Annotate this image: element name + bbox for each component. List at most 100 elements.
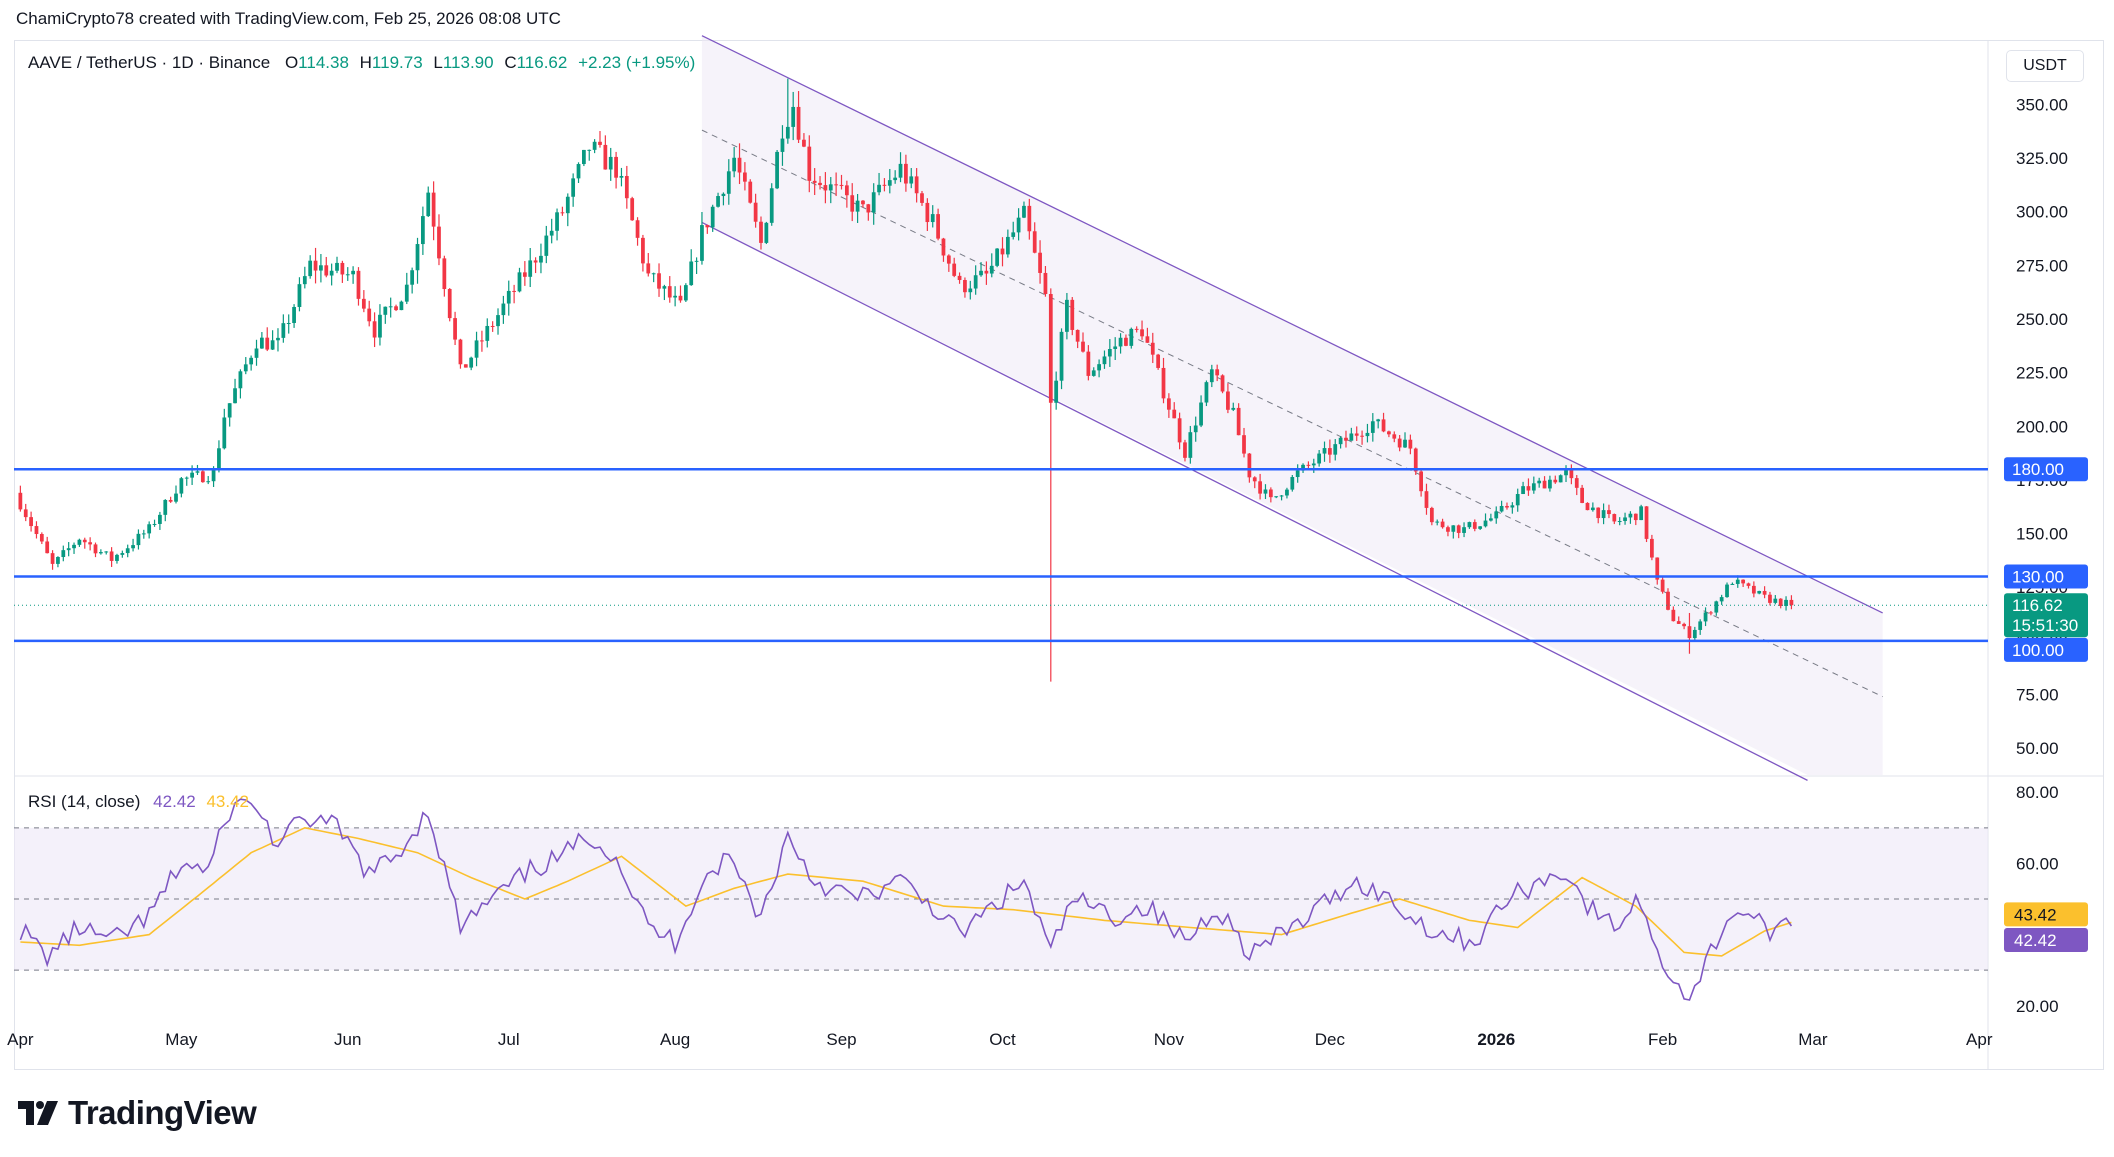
rsi-tick-label: 20.00 xyxy=(2016,997,2059,1016)
candle-body xyxy=(753,202,758,222)
candle xyxy=(522,261,527,286)
candle-body xyxy=(1456,525,1461,533)
candle xyxy=(512,284,516,304)
candle xyxy=(1660,577,1665,594)
candle xyxy=(716,192,720,208)
candle-body xyxy=(367,308,372,322)
candle xyxy=(1446,525,1450,537)
candle-body xyxy=(1172,409,1177,419)
candle-body xyxy=(1048,294,1053,403)
candle xyxy=(834,172,839,197)
candle-body xyxy=(1660,579,1665,592)
candle-body xyxy=(383,306,388,315)
candle xyxy=(313,247,318,284)
candle-body xyxy=(1515,494,1520,506)
rsi-line xyxy=(19,798,1793,1001)
candle-body xyxy=(82,539,87,543)
candle-body xyxy=(1370,421,1375,433)
candle-body xyxy=(1193,425,1198,433)
candle xyxy=(265,327,270,352)
open-value: 114.38 xyxy=(298,53,349,72)
currency-unit-button[interactable]: USDT xyxy=(2006,50,2084,82)
candle xyxy=(946,254,951,272)
candle xyxy=(930,205,935,228)
candle-body xyxy=(855,200,860,212)
candle xyxy=(1531,476,1536,494)
candle xyxy=(1612,513,1617,525)
candle-body xyxy=(1129,328,1134,346)
candle-body xyxy=(18,492,23,510)
candle xyxy=(1773,595,1778,605)
candle-body xyxy=(533,260,538,263)
candle-body xyxy=(1236,407,1241,436)
candle xyxy=(1719,594,1724,605)
channel-upper-line xyxy=(701,35,1883,614)
candle xyxy=(200,469,205,483)
symbol-label: AAVE / TetherUS · 1D · Binance xyxy=(28,53,271,72)
candle xyxy=(1644,506,1649,543)
candle xyxy=(45,536,50,554)
candle-body xyxy=(1252,477,1257,482)
candle xyxy=(372,312,377,348)
candle-body xyxy=(726,171,731,194)
candle-body xyxy=(603,144,608,170)
candle-body xyxy=(88,542,93,545)
candle-body xyxy=(286,322,291,324)
candle-body xyxy=(485,325,490,341)
candle-body xyxy=(458,339,463,365)
rsi-legend[interactable]: RSI (14, close) 42.42 43.42 xyxy=(28,792,249,812)
candle xyxy=(501,295,506,324)
candle-body xyxy=(1483,520,1488,527)
candle xyxy=(1413,447,1418,475)
tradingview-logo[interactable]: TradingView xyxy=(18,1093,257,1133)
candle-body xyxy=(1333,444,1338,455)
candle xyxy=(1440,518,1445,529)
candle-body xyxy=(1215,369,1220,376)
candle xyxy=(1462,522,1466,538)
candle xyxy=(1365,423,1370,443)
candle-body xyxy=(131,545,135,549)
candle xyxy=(791,91,796,141)
candle-body xyxy=(329,270,334,276)
symbol-legend[interactable]: AAVE / TetherUS · 1D · Binance O114.38 H… xyxy=(28,53,695,73)
last-price-badge-box xyxy=(2004,593,2088,638)
candle xyxy=(18,485,23,512)
candle-body xyxy=(1065,299,1069,332)
candle-body xyxy=(925,202,930,223)
candle xyxy=(1032,222,1037,254)
candle xyxy=(1285,487,1289,499)
candle xyxy=(1226,383,1230,414)
candle-body xyxy=(694,260,699,262)
time-tick-label: Mar xyxy=(1798,1030,1828,1049)
candle xyxy=(1161,357,1166,404)
candle xyxy=(1633,513,1638,526)
candle xyxy=(624,165,629,209)
candle-body xyxy=(1113,346,1118,349)
candle xyxy=(109,547,114,567)
candle-body xyxy=(125,548,130,554)
candle xyxy=(383,306,388,324)
candle xyxy=(1065,292,1069,340)
candle xyxy=(1236,403,1241,436)
candle xyxy=(587,149,592,161)
candle xyxy=(1709,610,1713,616)
candle xyxy=(743,162,747,191)
candle-body xyxy=(995,248,1000,266)
candle xyxy=(608,147,613,181)
candle-body xyxy=(351,270,355,275)
candle-body xyxy=(1714,601,1719,613)
candle-body xyxy=(1403,439,1407,448)
candle xyxy=(1000,237,1005,267)
candle-body xyxy=(50,553,55,564)
candle xyxy=(1059,328,1064,390)
candle xyxy=(1392,431,1397,443)
candle xyxy=(968,280,973,300)
candle xyxy=(168,496,173,503)
candle xyxy=(710,204,715,232)
price-channel xyxy=(701,35,1883,781)
candle-body xyxy=(1209,369,1214,383)
candle-body xyxy=(227,403,232,418)
candle-body xyxy=(34,526,39,535)
candle-body xyxy=(716,196,720,207)
